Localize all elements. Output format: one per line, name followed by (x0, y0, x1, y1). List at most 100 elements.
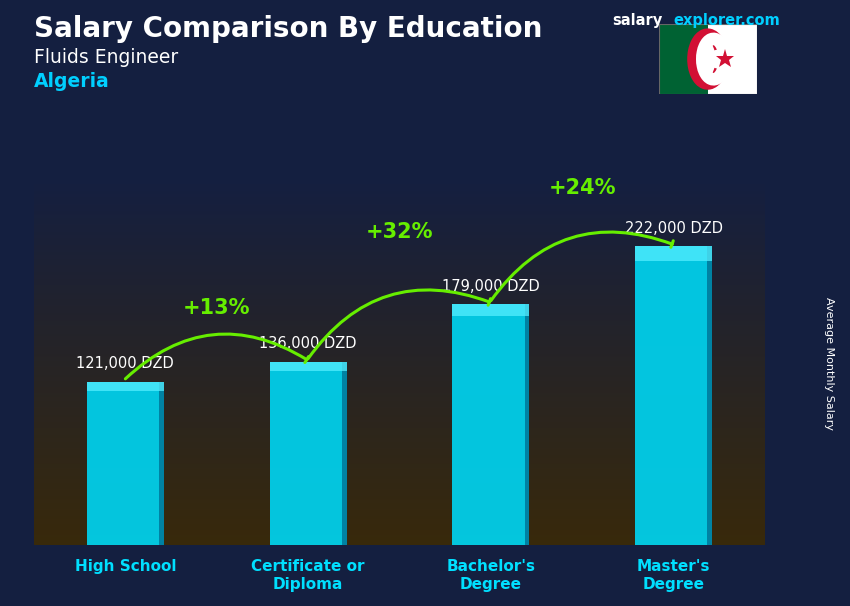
Bar (34, 338, 765, 339)
Bar (34, 431, 765, 433)
Bar (34, 357, 765, 358)
Bar (34, 182, 765, 183)
Bar (34, 489, 765, 490)
Bar (34, 269, 765, 270)
Bar (34, 249, 765, 250)
Bar (34, 287, 765, 288)
Bar (34, 316, 765, 318)
Bar (34, 271, 765, 273)
Bar (34, 508, 765, 509)
Bar (34, 240, 765, 241)
Bar (34, 444, 765, 445)
Bar (34, 375, 765, 376)
Bar (34, 517, 765, 518)
Bar (34, 365, 765, 366)
Bar (34, 358, 765, 359)
Bar (34, 499, 765, 500)
Bar (707, 24, 756, 94)
Bar (34, 199, 765, 200)
Bar (34, 438, 765, 439)
Bar (34, 208, 765, 209)
Bar (34, 368, 765, 369)
Bar (34, 296, 765, 297)
Bar (34, 459, 765, 460)
Bar (34, 497, 765, 498)
Bar (34, 273, 765, 274)
Bar (34, 384, 765, 385)
Bar (34, 480, 765, 481)
Bar (34, 460, 765, 461)
Text: 179,000 DZD: 179,000 DZD (442, 279, 540, 294)
Bar (34, 220, 765, 221)
Text: explorer.com: explorer.com (673, 13, 780, 28)
Bar (34, 416, 765, 417)
Bar (34, 328, 765, 329)
Text: Salary Comparison By Education: Salary Comparison By Education (34, 15, 542, 43)
Bar (34, 235, 765, 236)
Bar (34, 315, 765, 316)
Bar (34, 183, 765, 184)
Bar (34, 396, 765, 398)
Bar (34, 493, 765, 494)
Bar (34, 453, 765, 454)
Bar (87, 382, 164, 391)
Bar (34, 219, 765, 220)
Bar (34, 205, 765, 206)
Bar (34, 286, 765, 287)
Bar (34, 419, 765, 420)
Bar (34, 440, 765, 441)
Bar (34, 314, 765, 315)
Bar (34, 290, 765, 291)
Bar (34, 218, 765, 219)
Text: +24%: +24% (548, 178, 616, 198)
Bar (34, 194, 765, 195)
Bar (34, 380, 765, 381)
Bar (34, 324, 765, 325)
Bar (34, 467, 765, 468)
Bar (34, 498, 765, 499)
Bar (34, 326, 765, 327)
Bar (34, 239, 765, 240)
Bar (34, 302, 765, 304)
Bar (34, 433, 765, 434)
Bar (34, 473, 765, 474)
Bar (34, 285, 765, 286)
Bar (34, 375, 765, 376)
Bar (34, 462, 765, 463)
Bar (34, 403, 765, 404)
Bar (34, 469, 765, 470)
Bar (34, 241, 765, 242)
Bar (34, 238, 765, 239)
Bar (34, 487, 765, 488)
Bar (34, 470, 765, 471)
Bar (34, 475, 765, 476)
Bar (34, 202, 765, 204)
Bar (34, 415, 765, 416)
Bar (635, 247, 712, 545)
Bar (34, 345, 765, 347)
Text: 121,000 DZD: 121,000 DZD (76, 356, 174, 371)
Bar (452, 304, 530, 545)
Bar (34, 398, 765, 399)
Bar (34, 212, 765, 213)
Bar (34, 369, 765, 370)
Bar (34, 476, 765, 478)
Bar (34, 325, 765, 326)
Bar (34, 320, 765, 321)
Bar (34, 339, 765, 340)
Bar (34, 258, 765, 259)
Bar (34, 250, 765, 251)
Bar (34, 451, 765, 452)
Bar (34, 393, 765, 394)
Bar (34, 427, 765, 428)
Bar (34, 364, 765, 365)
Bar (34, 371, 765, 373)
Bar (34, 544, 765, 545)
Bar (34, 530, 765, 531)
Bar (34, 257, 765, 258)
Bar (34, 253, 765, 255)
Bar (34, 260, 765, 261)
Bar (34, 244, 765, 245)
Bar (34, 422, 765, 423)
Bar (34, 492, 765, 493)
